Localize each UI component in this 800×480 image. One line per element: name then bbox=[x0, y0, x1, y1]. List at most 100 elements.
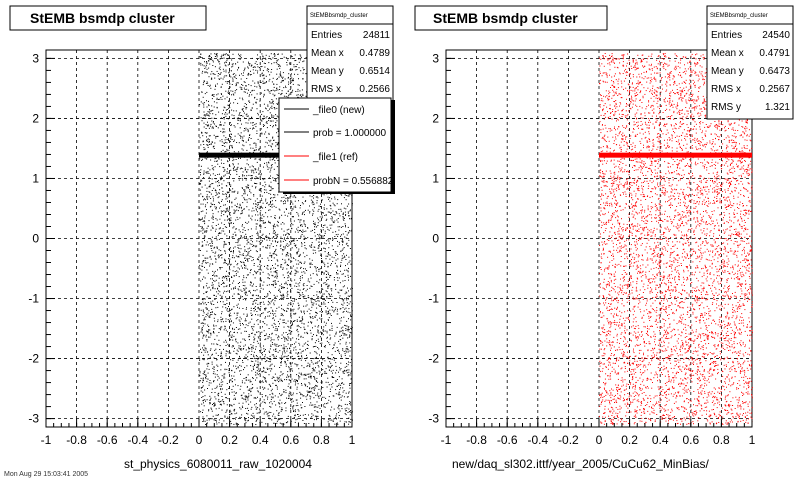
scatter-point bbox=[348, 408, 350, 410]
scatter-point bbox=[253, 339, 255, 341]
scatter-point bbox=[307, 227, 309, 229]
scatter-point bbox=[284, 194, 286, 196]
scatter-point bbox=[231, 124, 232, 126]
scatter-point bbox=[257, 319, 259, 320]
scatter-point bbox=[218, 99, 220, 100]
scatter-point bbox=[295, 399, 297, 401]
scatter-point bbox=[240, 213, 242, 215]
scatter-point bbox=[248, 198, 250, 200]
scatter-point bbox=[267, 257, 269, 259]
scatter-point bbox=[327, 253, 329, 255]
scatter-point bbox=[249, 247, 251, 249]
scatter-point bbox=[249, 381, 251, 383]
scatter-point bbox=[346, 305, 348, 306]
scatter-point bbox=[270, 267, 272, 269]
scatter-point bbox=[294, 269, 296, 271]
scatter-point bbox=[270, 386, 272, 387]
scatter-point bbox=[342, 370, 344, 372]
scatter-point bbox=[288, 73, 290, 75]
scatter-point bbox=[296, 267, 298, 269]
scatter-point bbox=[229, 261, 230, 263]
scatter-point bbox=[247, 356, 249, 358]
scatter-point bbox=[330, 370, 332, 372]
scatter-point bbox=[219, 383, 221, 385]
scatter-point bbox=[220, 117, 222, 119]
scatter-point bbox=[247, 254, 249, 256]
scatter-point bbox=[242, 298, 244, 300]
scatter-point bbox=[238, 250, 240, 252]
scatter-point bbox=[245, 330, 247, 332]
scatter-point bbox=[292, 406, 294, 408]
scatter-point bbox=[203, 199, 204, 201]
scatter-point bbox=[272, 236, 274, 238]
scatter-point bbox=[267, 294, 269, 296]
scatter-point bbox=[215, 275, 217, 277]
scatter-point bbox=[202, 315, 204, 316]
scatter-point bbox=[254, 169, 256, 171]
scatter-point bbox=[348, 308, 350, 310]
scatter-point bbox=[277, 147, 279, 149]
scatter-point bbox=[329, 344, 331, 346]
scatter-point bbox=[285, 322, 287, 324]
scatter-point bbox=[299, 230, 300, 232]
scatter-point bbox=[256, 367, 258, 368]
scatter-point bbox=[346, 363, 347, 365]
scatter-point bbox=[344, 369, 345, 371]
scatter-point bbox=[302, 229, 304, 231]
scatter-point bbox=[283, 95, 285, 97]
scatter-point bbox=[252, 128, 253, 130]
scatter-point bbox=[213, 272, 215, 274]
scatter-point bbox=[297, 331, 299, 333]
scatter-point bbox=[205, 212, 207, 214]
scatter-point bbox=[209, 255, 211, 257]
scatter-point bbox=[253, 351, 255, 353]
scatter-point bbox=[348, 239, 350, 241]
scatter-point bbox=[263, 413, 265, 415]
scatter-point bbox=[268, 374, 270, 376]
scatter-point bbox=[261, 237, 262, 239]
scatter-point bbox=[341, 240, 343, 242]
scatter-point bbox=[225, 112, 227, 114]
scatter-point bbox=[235, 418, 236, 420]
scatter-point bbox=[270, 359, 272, 361]
scatter-point bbox=[270, 107, 272, 109]
scatter-point bbox=[240, 324, 241, 326]
scatter-point bbox=[351, 333, 353, 335]
scatter-point bbox=[206, 351, 208, 353]
scatter-point bbox=[237, 82, 239, 84]
scatter-point bbox=[282, 72, 284, 74]
scatter-point bbox=[263, 377, 265, 379]
scatter-point bbox=[343, 334, 345, 336]
scatter-point bbox=[313, 223, 315, 225]
scatter-point bbox=[308, 391, 310, 393]
scatter-point bbox=[277, 241, 278, 243]
scatter-point bbox=[250, 74, 252, 75]
scatter-point bbox=[262, 151, 264, 153]
scatter-point bbox=[340, 250, 342, 252]
scatter-point bbox=[349, 355, 351, 357]
scatter-point bbox=[270, 53, 272, 55]
scatter-point bbox=[212, 404, 213, 405]
scatter-point bbox=[231, 250, 232, 252]
scatter-point bbox=[277, 377, 279, 379]
scatter-point bbox=[276, 87, 278, 89]
scatter-point bbox=[324, 330, 326, 332]
scatter-point bbox=[233, 409, 235, 411]
scatter-point bbox=[322, 334, 324, 336]
scatter-point bbox=[215, 261, 217, 263]
scatter-point bbox=[309, 391, 311, 393]
scatter-point bbox=[222, 145, 224, 146]
scatter-point bbox=[269, 365, 271, 367]
scatter-point bbox=[223, 171, 225, 172]
scatter-point bbox=[291, 260, 293, 262]
scatter-point bbox=[231, 84, 233, 85]
scatter-point bbox=[266, 202, 268, 204]
scatter-point bbox=[297, 88, 299, 90]
scatter-point bbox=[301, 383, 302, 384]
scatter-point bbox=[349, 421, 351, 423]
scatter-point bbox=[234, 99, 236, 100]
scatter-point bbox=[324, 232, 326, 234]
scatter-point bbox=[276, 132, 278, 134]
scatter-point bbox=[318, 235, 320, 237]
scatter-point bbox=[264, 192, 265, 194]
